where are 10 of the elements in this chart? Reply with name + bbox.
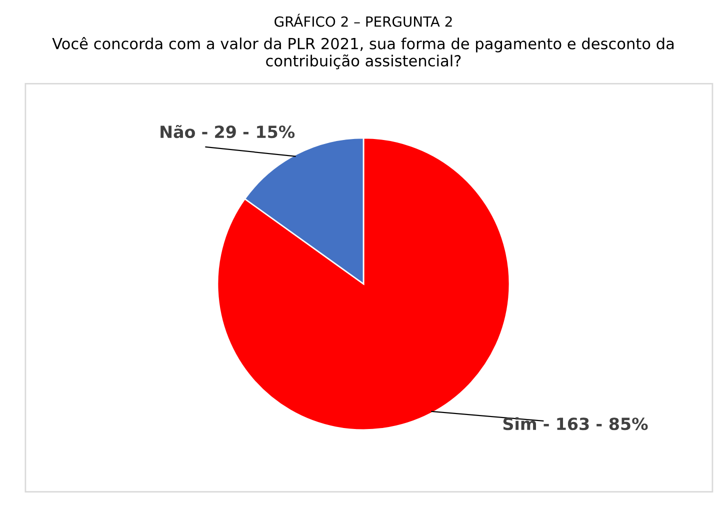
- slice-label: Sim: [503, 417, 536, 430]
- text: -: [202, 132, 208, 134]
- chart-title: GRÁFICO 2 – PERGUNTA 2: [274, 14, 452, 27]
- text: -: [544, 424, 549, 426]
- data-label: 29: [215, 126, 236, 138]
- text: - 85%: [596, 418, 648, 430]
- text: - 15%: [243, 126, 295, 138]
- chart-subtitle: Você concorda com a valor da PLR 2021, sua forma de pagamento e desconto da contribuição assistencial?: [52, 36, 674, 70]
- data-label: 163: [557, 418, 589, 430]
- slice-label: Não: [160, 124, 196, 138]
